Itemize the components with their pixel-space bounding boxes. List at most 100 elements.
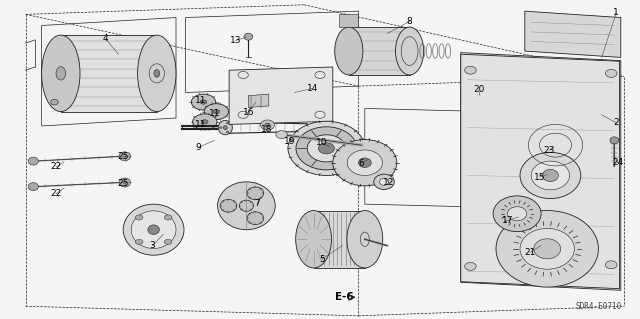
Ellipse shape [531,161,570,190]
Polygon shape [339,14,358,27]
Ellipse shape [220,199,237,212]
Text: 23: 23 [543,146,555,155]
Text: SDR4-E0710: SDR4-E0710 [575,302,621,311]
Ellipse shape [223,126,227,130]
Text: 15: 15 [534,173,545,182]
Ellipse shape [605,261,617,269]
Ellipse shape [191,94,216,110]
Text: 4: 4 [103,34,108,43]
Ellipse shape [319,143,334,154]
Text: 17: 17 [502,216,513,225]
Text: 1: 1 [614,8,619,17]
Ellipse shape [307,135,346,162]
Text: 3: 3 [150,241,155,250]
Ellipse shape [193,114,217,130]
Ellipse shape [396,27,424,75]
Text: 25: 25 [118,179,129,188]
Ellipse shape [220,127,222,129]
Ellipse shape [465,66,476,74]
Ellipse shape [358,158,371,167]
Ellipse shape [218,182,275,230]
Text: 9: 9 [196,143,201,152]
Ellipse shape [200,100,207,104]
Ellipse shape [51,99,58,105]
Ellipse shape [296,211,332,268]
Ellipse shape [335,27,363,75]
Ellipse shape [227,122,229,124]
Polygon shape [461,53,621,290]
Bar [485,82,504,111]
Ellipse shape [204,104,228,120]
Ellipse shape [520,228,575,269]
Text: 21: 21 [524,248,536,257]
Ellipse shape [218,120,232,135]
Text: 11: 11 [209,109,221,118]
Ellipse shape [154,70,160,77]
Text: 18: 18 [260,125,272,134]
Ellipse shape [276,131,287,139]
Ellipse shape [119,152,131,161]
Ellipse shape [164,215,172,220]
Ellipse shape [492,91,504,101]
Polygon shape [461,54,620,289]
Ellipse shape [213,110,220,114]
Ellipse shape [534,239,561,259]
Ellipse shape [333,140,397,186]
Text: 6: 6 [359,159,364,168]
Text: 5: 5 [319,255,324,263]
Ellipse shape [380,178,388,185]
Ellipse shape [131,211,176,249]
Text: 25: 25 [118,152,129,161]
Ellipse shape [260,120,275,130]
Ellipse shape [135,239,143,244]
Text: 7: 7 [255,199,260,208]
Ellipse shape [605,70,617,78]
Text: 13: 13 [230,36,241,45]
Ellipse shape [119,178,131,187]
Polygon shape [314,211,365,268]
Ellipse shape [265,123,270,127]
Ellipse shape [465,262,476,270]
Ellipse shape [123,204,184,255]
Polygon shape [525,11,621,57]
Text: 2: 2 [614,118,619,127]
Ellipse shape [42,35,80,112]
Polygon shape [248,94,269,108]
Ellipse shape [135,215,143,220]
Text: E-6: E-6 [335,292,354,302]
Text: 11: 11 [195,120,206,129]
Ellipse shape [374,174,394,189]
Text: 20: 20 [473,85,484,94]
Polygon shape [61,35,157,112]
Text: 14: 14 [307,84,318,93]
Ellipse shape [288,121,365,175]
Ellipse shape [247,187,264,200]
Ellipse shape [347,150,383,175]
Ellipse shape [347,211,383,268]
Ellipse shape [239,200,253,211]
Ellipse shape [138,35,176,112]
Ellipse shape [202,120,208,124]
Polygon shape [349,27,410,75]
Text: 8: 8 [407,17,412,26]
Ellipse shape [496,211,598,287]
Ellipse shape [28,182,38,191]
Text: 24: 24 [612,158,623,167]
Text: 22: 22 [51,189,62,198]
Ellipse shape [244,33,253,40]
Ellipse shape [227,131,229,133]
Ellipse shape [164,239,172,244]
Ellipse shape [543,169,559,182]
Text: 16: 16 [243,108,254,117]
Ellipse shape [148,225,159,234]
Text: 19: 19 [284,137,296,146]
Ellipse shape [520,152,581,198]
Text: 12: 12 [383,178,395,187]
Ellipse shape [247,212,264,225]
Ellipse shape [28,157,38,165]
Ellipse shape [508,207,527,221]
Polygon shape [229,67,333,124]
Text: 10: 10 [316,138,328,147]
Ellipse shape [56,67,65,80]
Ellipse shape [296,127,357,170]
